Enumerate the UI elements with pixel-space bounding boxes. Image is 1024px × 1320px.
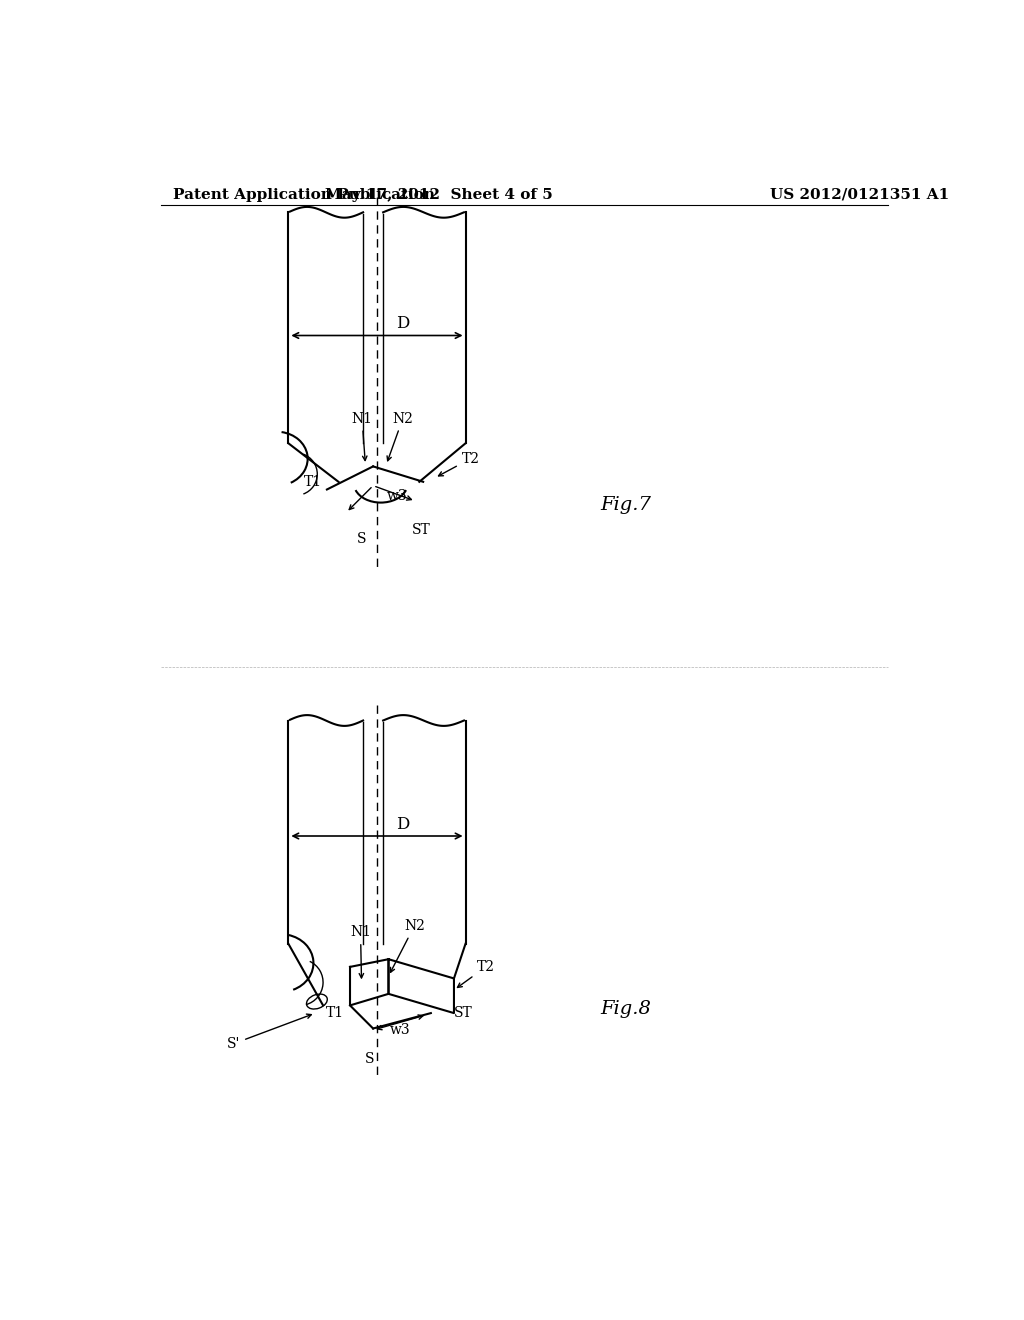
Text: T2: T2 [458, 960, 495, 987]
Text: Fig.7: Fig.7 [600, 496, 651, 513]
Text: US 2012/0121351 A1: US 2012/0121351 A1 [770, 187, 949, 202]
Text: T1: T1 [304, 475, 322, 488]
Text: S: S [356, 532, 367, 546]
Text: N2: N2 [390, 919, 425, 973]
Text: N1: N1 [350, 925, 371, 978]
Text: Patent Application Publication: Patent Application Publication [173, 187, 435, 202]
Text: w3: w3 [390, 1023, 411, 1038]
Text: S': S' [226, 1014, 311, 1051]
Text: T1: T1 [326, 1006, 344, 1020]
Text: N2: N2 [387, 412, 414, 461]
Text: T2: T2 [438, 451, 479, 477]
Text: Fig.8: Fig.8 [600, 1001, 651, 1018]
Text: ST: ST [413, 523, 431, 537]
Text: May 17, 2012  Sheet 4 of 5: May 17, 2012 Sheet 4 of 5 [325, 187, 552, 202]
Text: S: S [365, 1052, 374, 1067]
Text: N1: N1 [351, 412, 373, 461]
Text: D: D [396, 816, 410, 833]
Text: w3: w3 [387, 488, 408, 503]
Text: D: D [396, 315, 410, 333]
Text: ST: ST [454, 1006, 473, 1020]
